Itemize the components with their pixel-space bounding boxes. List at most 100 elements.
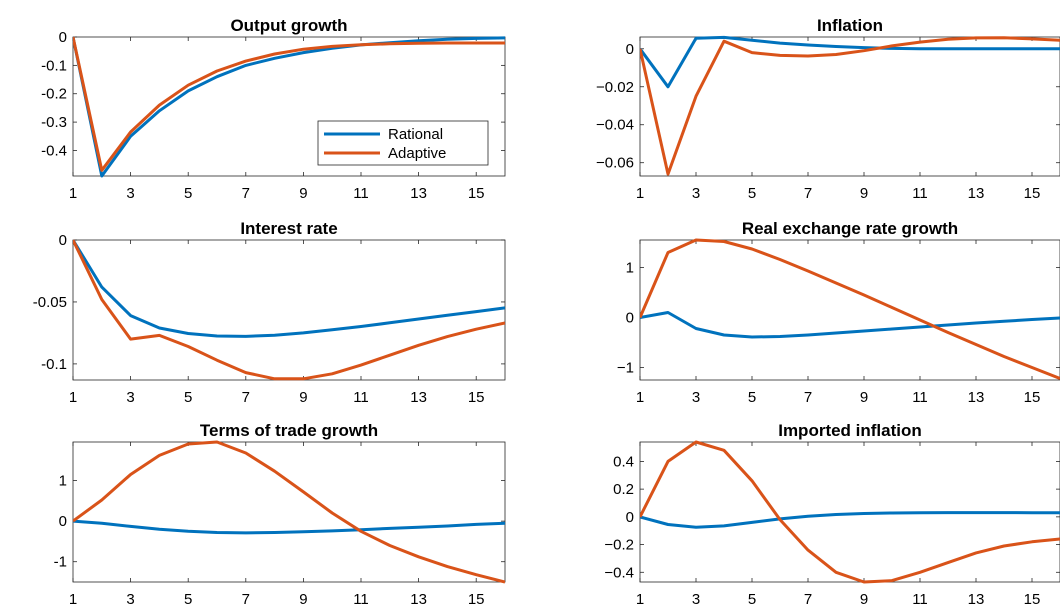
x-tick-label: 15: [468, 591, 485, 608]
x-tick-label: 9: [860, 185, 868, 202]
x-tick-label: 13: [968, 591, 985, 608]
x-tick-label: 9: [860, 591, 868, 608]
y-tick-label: 0: [59, 232, 67, 249]
legend-entry-label: Rational: [388, 126, 443, 143]
x-tick-label: 3: [692, 389, 700, 406]
x-tick-label: 5: [748, 591, 756, 608]
legend-entry-label: Adaptive: [388, 145, 446, 162]
y-tick-label: 0: [626, 310, 634, 327]
x-tick-label: 7: [242, 185, 250, 202]
series-line-rational: [73, 519, 505, 535]
x-tick-label: 5: [748, 389, 756, 406]
x-tick-label: 5: [748, 185, 756, 202]
x-tick-label: 1: [69, 591, 77, 608]
series-line-adaptive: [73, 239, 505, 381]
x-tick-label: 1: [69, 389, 77, 406]
y-tick-label: 0: [59, 29, 67, 46]
y-tick-label: 1: [626, 260, 634, 277]
x-tick-label: 9: [299, 389, 307, 406]
x-tick-label: 11: [912, 185, 928, 202]
x-tick-label: 7: [804, 185, 812, 202]
series-line-adaptive: [73, 440, 505, 584]
axes-box: [72, 441, 506, 583]
x-tick-label: 15: [468, 389, 485, 406]
y-tick-label: −0.2: [604, 537, 634, 554]
x-tick-label: 11: [353, 389, 369, 406]
axes-box: [72, 239, 506, 381]
legend-box: [317, 120, 489, 166]
x-tick-label: 7: [804, 591, 812, 608]
x-tick-label: 9: [299, 185, 307, 202]
x-tick-label: 3: [126, 389, 134, 406]
y-tick-label: −0.4: [604, 564, 634, 581]
y-tick-label: 0.4: [613, 453, 634, 470]
subplot-title: Output growth: [230, 16, 347, 35]
y-tick-label: 0: [626, 41, 634, 58]
x-tick-label: 15: [468, 185, 485, 202]
axes-box: [639, 36, 1060, 177]
x-tick-label: 1: [69, 185, 77, 202]
y-tick-label: 0.2: [613, 481, 634, 498]
x-tick-label: 3: [692, 185, 700, 202]
series-line-rational: [640, 311, 1060, 339]
subplot-title: Real exchange rate growth: [742, 219, 958, 238]
x-tick-label: 1: [636, 591, 644, 608]
y-tick-label: 1: [59, 473, 67, 490]
y-tick-label: −0.06: [596, 155, 634, 172]
x-tick-label: 9: [860, 389, 868, 406]
legend: Rational Adaptive: [317, 120, 489, 166]
x-tick-label: 5: [184, 185, 192, 202]
series-line-rational: [73, 36, 505, 178]
x-tick-label: 11: [353, 185, 369, 202]
y-tick-label: -0.1: [41, 356, 67, 373]
subplot-title: Terms of trade growth: [200, 421, 378, 440]
series-line-rational: [640, 35, 1060, 89]
y-tick-label: -1: [54, 554, 67, 571]
x-tick-label: 11: [912, 389, 928, 406]
x-tick-label: 9: [299, 591, 307, 608]
x-tick-label: 13: [410, 185, 427, 202]
x-tick-label: 5: [184, 591, 192, 608]
x-tick-label: 11: [353, 591, 369, 608]
y-tick-label: -0.2: [41, 86, 67, 103]
axes-box: [639, 239, 1060, 381]
x-tick-label: 13: [410, 591, 427, 608]
subplot-title: Inflation: [817, 16, 883, 35]
y-tick-label: -0.1: [41, 57, 67, 74]
y-tick-label: -0.05: [33, 294, 67, 311]
x-tick-label: 13: [410, 389, 427, 406]
x-tick-label: 5: [184, 389, 192, 406]
x-tick-label: 7: [242, 389, 250, 406]
y-tick-label: 0: [626, 509, 634, 526]
y-tick-label: −0.04: [596, 117, 634, 134]
x-tick-label: 13: [968, 389, 985, 406]
series-line-adaptive: [640, 36, 1060, 176]
x-tick-label: 7: [242, 591, 250, 608]
x-tick-label: 1: [636, 389, 644, 406]
subplot-title: Interest rate: [240, 219, 337, 238]
y-tick-label: −1: [617, 360, 634, 377]
y-tick-label: −0.02: [596, 79, 634, 96]
subplot-title: Imported inflation: [778, 421, 922, 440]
x-tick-label: 15: [1024, 185, 1041, 202]
x-tick-label: 15: [1024, 389, 1041, 406]
y-tick-label: 0: [59, 513, 67, 530]
x-tick-label: 7: [804, 389, 812, 406]
x-tick-label: 15: [1024, 591, 1041, 608]
series-line-rational: [73, 239, 505, 338]
x-tick-label: 1: [636, 185, 644, 202]
series-line-adaptive: [73, 36, 505, 172]
y-tick-label: -0.3: [41, 114, 67, 131]
series-line-rational: [640, 511, 1060, 529]
x-tick-label: 3: [126, 591, 134, 608]
series-line-adaptive: [640, 440, 1060, 584]
y-tick-label: -0.4: [41, 142, 67, 159]
x-tick-label: 13: [968, 185, 985, 202]
